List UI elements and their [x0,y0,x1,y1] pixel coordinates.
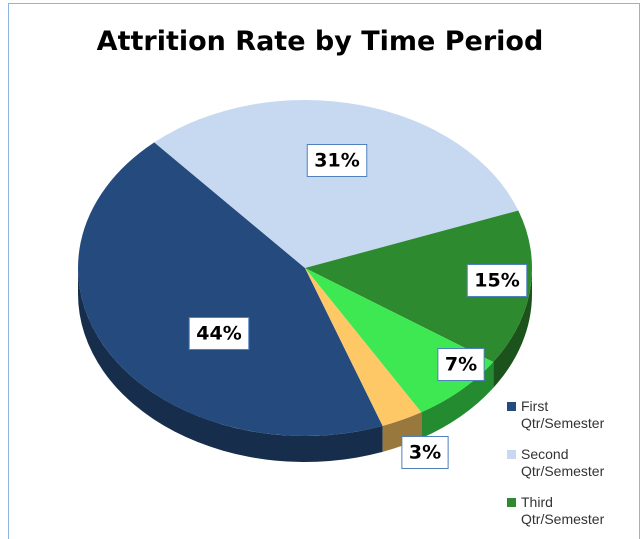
legend-swatch [507,402,516,411]
chart-title: Attrition Rate by Time Period [97,26,544,57]
pie-slice [77,142,383,436]
data-label: 3% [409,442,441,464]
data-label: 7% [445,354,477,376]
legend-item: Second Qtr/Semester [507,446,632,480]
data-label-box [466,264,528,297]
data-label: 31% [314,150,359,172]
legend-label: Second Qtr/Semester [521,446,605,479]
legend-label: First Qtr/Semester [521,398,605,431]
pie-slice [305,210,532,362]
legend-swatch [507,450,516,459]
pie-slice [154,99,519,268]
chart-border [8,3,640,539]
pie-slice [305,268,422,426]
legend-swatch [507,498,516,507]
slice-side [493,268,532,388]
slice-side [78,268,383,462]
data-label: 44% [196,323,241,345]
data-label-box [401,436,449,469]
slice-side [421,361,494,439]
legend-label: Third Qtr/Semester [521,494,605,527]
data-label-box [437,348,485,381]
legend-item: Third Qtr/Semester [507,494,632,528]
legend-item: First Qtr/Semester [507,398,632,432]
data-label-box [306,144,368,177]
data-label-box [188,317,250,350]
data-label: 15% [474,270,519,292]
